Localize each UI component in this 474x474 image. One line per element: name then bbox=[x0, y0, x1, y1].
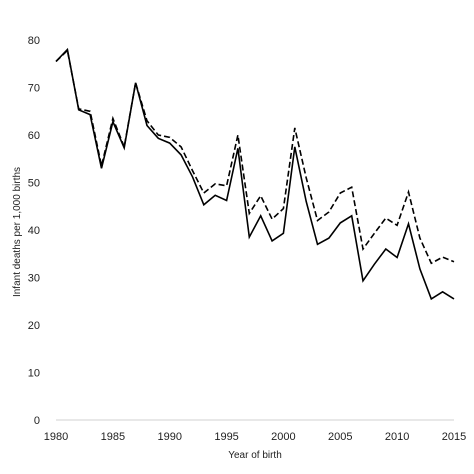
x-tick-label: 2000 bbox=[271, 431, 295, 443]
y-tick-label: 30 bbox=[28, 273, 40, 285]
y-tick-labels: 0 10 20 30 40 50 60 70 80 bbox=[28, 35, 40, 427]
x-tick-label: 1980 bbox=[44, 431, 68, 443]
y-axis-title: Infant deaths per 1,000 births bbox=[12, 167, 23, 297]
x-tick-label: 2010 bbox=[385, 431, 409, 443]
axes: 1980 1985 1990 1995 2000 2005 2010 2015 0 10 20 30… bbox=[28, 35, 466, 443]
x-tick-label: 2005 bbox=[328, 431, 352, 443]
x-tick-label: 1995 bbox=[214, 431, 238, 443]
y-tick-label: 10 bbox=[28, 368, 40, 380]
y-tick-label: 50 bbox=[28, 178, 40, 190]
x-tick-label: 2015 bbox=[442, 431, 466, 443]
series-line-solid bbox=[55, 47, 455, 301]
y-tick-label: 0 bbox=[34, 415, 40, 427]
x-tick-labels: 1980 1985 1990 1995 2000 2005 2010 2015 bbox=[44, 431, 466, 443]
y-tick-label: 70 bbox=[28, 83, 40, 95]
x-tick-label: 1985 bbox=[101, 431, 125, 443]
x-axis-title: Year of birth bbox=[228, 450, 282, 461]
series-layer bbox=[55, 47, 455, 301]
y-tick-label: 20 bbox=[28, 320, 40, 332]
series-line-dashed bbox=[55, 48, 455, 265]
y-tick-label: 80 bbox=[28, 35, 40, 47]
y-tick-label: 60 bbox=[28, 130, 40, 142]
y-tick-label: 40 bbox=[28, 225, 40, 237]
x-tick-label: 1990 bbox=[157, 431, 181, 443]
